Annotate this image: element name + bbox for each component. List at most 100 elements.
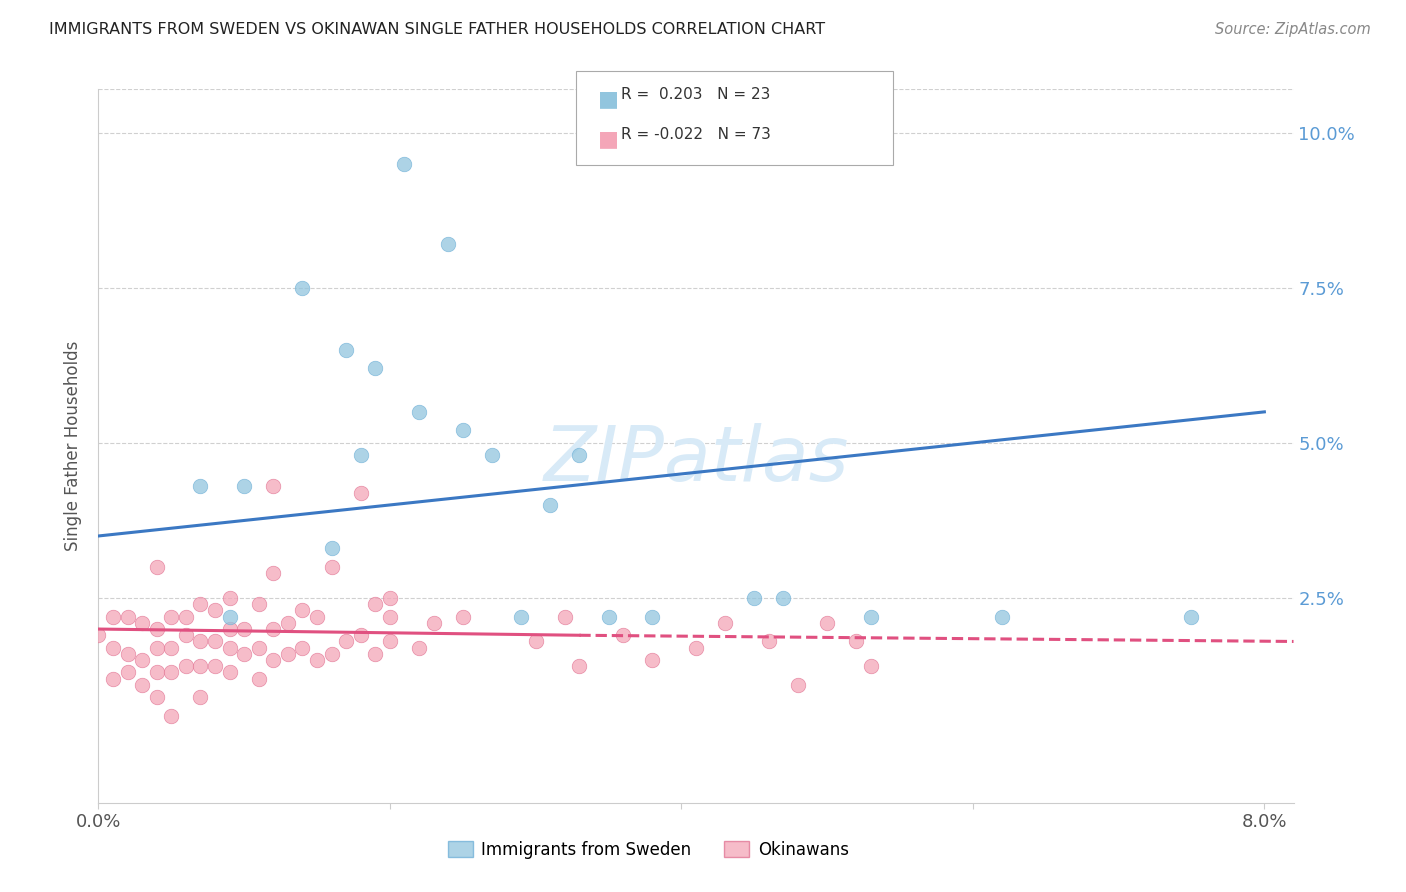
Point (190, 479, 212, 493)
Point (101, 672, 124, 686)
Point (305, 609, 328, 624)
Point (247, 672, 270, 686)
Point (131, 615, 153, 630)
Point (145, 665, 167, 680)
Point (190, 597, 212, 611)
Point (218, 609, 240, 624)
Point (335, 634, 357, 648)
Point (291, 603, 314, 617)
Point (742, 591, 765, 605)
Point (451, 424, 474, 438)
Point (554, 609, 576, 624)
Point (160, 609, 183, 624)
Point (321, 647, 343, 661)
Point (262, 622, 284, 636)
Point (568, 448, 591, 462)
Point (117, 609, 139, 624)
Point (991, 609, 1014, 624)
Point (422, 615, 444, 630)
Point (641, 609, 664, 624)
Point (758, 634, 780, 648)
Point (218, 640, 240, 655)
Point (612, 628, 634, 642)
Point (1180, 609, 1202, 624)
Point (101, 609, 124, 624)
Point (394, 156, 416, 170)
Point (160, 709, 183, 723)
Point (145, 690, 167, 705)
Point (247, 640, 270, 655)
Point (204, 659, 226, 673)
Point (233, 647, 256, 661)
Text: ■: ■ (598, 89, 619, 109)
Point (145, 560, 167, 574)
Text: Source: ZipAtlas.com: Source: ZipAtlas.com (1215, 22, 1371, 37)
Point (364, 361, 387, 376)
Point (204, 634, 226, 648)
Point (204, 603, 226, 617)
Point (364, 647, 387, 661)
Point (131, 653, 153, 667)
Point (233, 479, 256, 493)
Point (510, 609, 533, 624)
Point (291, 281, 314, 295)
Point (190, 634, 212, 648)
Point (538, 498, 561, 512)
Point (174, 628, 197, 642)
Point (101, 640, 124, 655)
Legend: Immigrants from Sweden, Okinawans: Immigrants from Sweden, Okinawans (441, 835, 855, 866)
Point (641, 653, 664, 667)
Point (598, 609, 620, 624)
Point (321, 541, 343, 556)
Point (160, 640, 183, 655)
Point (262, 479, 284, 493)
Point (190, 659, 212, 673)
Point (408, 640, 430, 655)
Point (262, 653, 284, 667)
Point (291, 640, 314, 655)
Point (378, 609, 401, 624)
Point (247, 597, 270, 611)
Point (233, 622, 256, 636)
Point (350, 448, 373, 462)
Text: R = -0.022   N = 73: R = -0.022 N = 73 (621, 127, 772, 142)
Point (859, 659, 882, 673)
Point (685, 640, 707, 655)
Point (174, 659, 197, 673)
Text: IMMIGRANTS FROM SWEDEN VS OKINAWAN SINGLE FATHER HOUSEHOLDS CORRELATION CHART: IMMIGRANTS FROM SWEDEN VS OKINAWAN SINGL… (49, 22, 825, 37)
Point (131, 678, 153, 692)
Point (87, 628, 110, 642)
Point (787, 678, 810, 692)
Point (335, 343, 357, 357)
Point (262, 566, 284, 581)
Point (117, 665, 139, 680)
Text: ZIPatlas: ZIPatlas (543, 424, 849, 497)
Point (160, 665, 183, 680)
Point (321, 560, 343, 574)
Point (350, 628, 373, 642)
Point (815, 615, 838, 630)
Text: R =  0.203   N = 23: R = 0.203 N = 23 (621, 87, 770, 102)
Point (568, 659, 591, 673)
Point (378, 634, 401, 648)
Point (437, 237, 460, 252)
Point (277, 615, 299, 630)
Point (218, 591, 240, 605)
Point (350, 485, 373, 500)
Point (524, 634, 547, 648)
Point (305, 653, 328, 667)
Point (190, 690, 212, 705)
Point (145, 640, 167, 655)
Text: ■: ■ (598, 129, 619, 149)
Point (218, 622, 240, 636)
Point (117, 647, 139, 661)
Point (145, 622, 167, 636)
Point (174, 609, 197, 624)
Point (772, 591, 794, 605)
Point (277, 647, 299, 661)
Point (218, 665, 240, 680)
Point (378, 591, 401, 605)
Point (451, 609, 474, 624)
Point (859, 609, 882, 624)
Point (714, 615, 737, 630)
